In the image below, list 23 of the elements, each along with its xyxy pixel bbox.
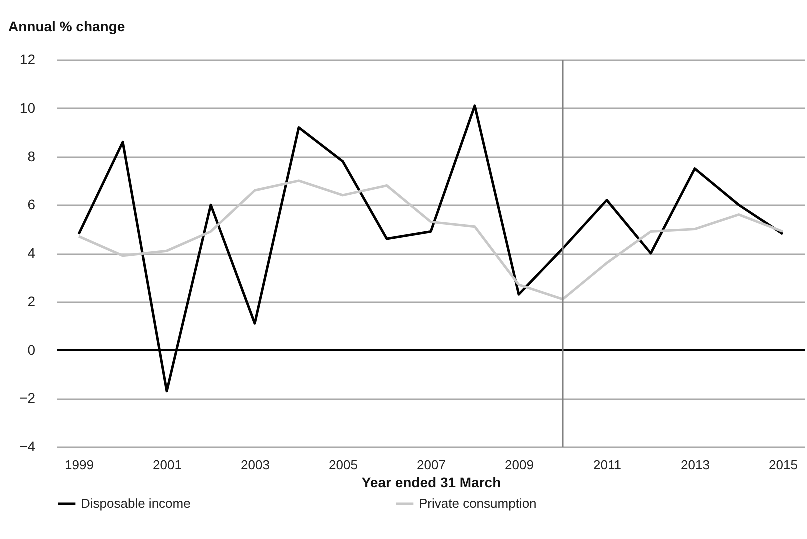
line-series — [78, 180, 784, 301]
x-tick-label: 2001 — [153, 458, 182, 472]
y-tick-label: 2 — [28, 293, 36, 310]
x-tick-label: 2015 — [769, 458, 798, 472]
legend-label: Private consumption — [419, 496, 537, 511]
x-tick-label: 2007 — [417, 458, 446, 472]
legend-label: Disposable income — [81, 496, 191, 511]
x-axis-title: Year ended 31 March — [362, 474, 502, 490]
y-axis-title: Annual % change — [8, 18, 126, 34]
x-tick-label: 1999 — [65, 458, 94, 472]
y-tick-label: 12 — [20, 52, 36, 68]
x-tick-label: 2011 — [594, 458, 622, 472]
x-tick-label: 2003 — [241, 458, 270, 472]
y-tick-label: 10 — [20, 100, 36, 116]
x-tick-label: 2005 — [329, 458, 358, 472]
y-tick-label: 6 — [28, 196, 36, 213]
x-tick-label: 2009 — [505, 458, 534, 472]
x-tick-label: 2013 — [681, 458, 710, 472]
y-tick-label: −4 — [20, 438, 36, 454]
y-tick-label: 0 — [28, 342, 36, 358]
y-tick-label: −2 — [20, 390, 36, 406]
y-tick-label: 8 — [28, 148, 36, 164]
y-tick-label: 4 — [28, 245, 36, 261]
